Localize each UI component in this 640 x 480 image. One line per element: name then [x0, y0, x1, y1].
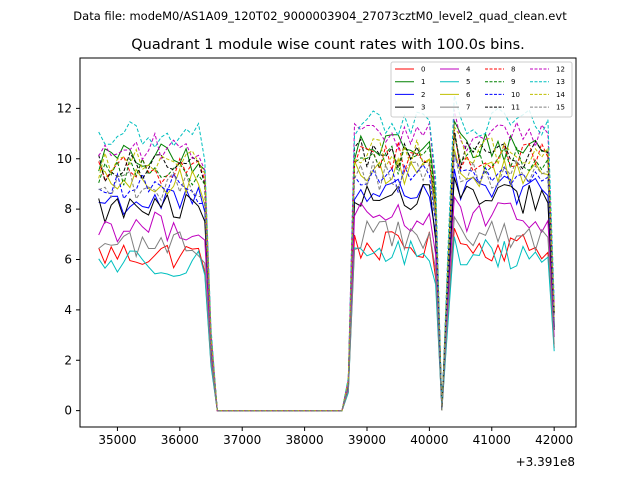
y-tick-label: 2: [64, 353, 72, 367]
x-axis: 35000 36000 37000 38000 39000 40000 41000 42000: [98, 427, 573, 447]
x-tick-label: 35000: [98, 433, 136, 447]
y-tick-label: 4: [64, 303, 72, 317]
series-line-14: [98, 124, 555, 412]
y-tick-label: 12: [57, 101, 72, 115]
legend-box: [390, 61, 573, 118]
legend-label: 15: [556, 104, 565, 112]
x-tick-label: 40000: [410, 433, 448, 447]
x-tick-label: 38000: [286, 433, 324, 447]
series-line-10: [98, 154, 555, 412]
legend-label: 14: [556, 91, 565, 99]
legend-label: 7: [466, 104, 470, 112]
x-tick-label: 37000: [223, 433, 261, 447]
legend-label: 2: [421, 91, 425, 99]
x-tick-label: 39000: [348, 433, 386, 447]
legend-label: 10: [511, 91, 520, 99]
series-line-13: [98, 95, 555, 412]
legend-label: 1: [421, 78, 425, 86]
legend-label: 5: [466, 78, 470, 86]
series-line-9: [98, 134, 555, 412]
legend-label: 13: [556, 78, 565, 86]
legend-label: 9: [511, 78, 515, 86]
x-offset-label: +3.391e8: [516, 455, 575, 469]
y-tick-label: 0: [64, 404, 72, 418]
legend-label: 12: [556, 66, 565, 74]
series-line-2: [98, 168, 555, 412]
x-tick-label: 41000: [473, 433, 511, 447]
legend-label: 4: [466, 66, 471, 74]
legend-label: 8: [511, 66, 515, 74]
axes-frame: [79, 57, 577, 428]
series-line-4: [98, 195, 555, 412]
x-tick-label: 36000: [161, 433, 199, 447]
y-axis: 0 2 4 6 8 10 12: [57, 101, 80, 418]
series-line-3: [98, 177, 555, 412]
x-tick-label: 42000: [535, 433, 573, 447]
series-line-8: [98, 132, 555, 412]
series-line-12: [98, 109, 555, 412]
series-line-5: [98, 236, 555, 412]
legend-label: 11: [511, 104, 520, 112]
legend-label: 0: [421, 66, 425, 74]
y-tick-label: 8: [64, 202, 72, 216]
series-line-11: [98, 129, 555, 412]
y-tick-label: 6: [64, 253, 72, 267]
legend-label: 6: [466, 91, 471, 99]
y-tick-label: 10: [57, 152, 72, 166]
series-line-15: [98, 151, 555, 412]
legend-label: 3: [421, 104, 425, 112]
series-line-0: [98, 228, 555, 412]
chart-title: Quadrant 1 module wise count rates with …: [131, 37, 525, 53]
plot-lines: [98, 95, 555, 412]
chart-suptitle: Data file: modeM0/AS1A09_120T02_90000039…: [73, 9, 567, 23]
